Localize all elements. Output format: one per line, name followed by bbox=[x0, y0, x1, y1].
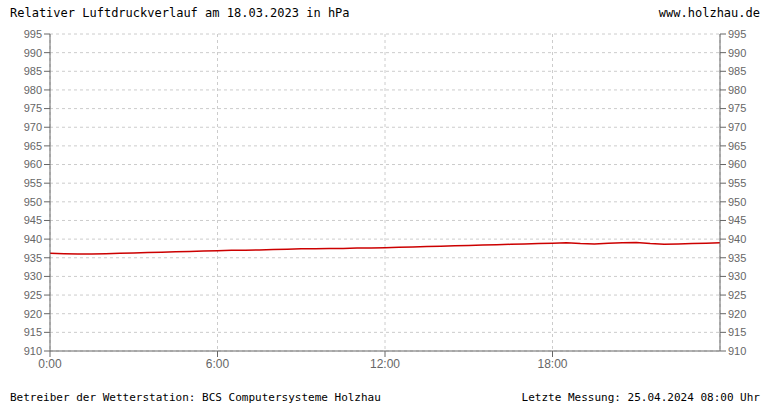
svg-text:955: 955 bbox=[728, 177, 746, 189]
svg-text:960: 960 bbox=[24, 158, 42, 170]
svg-text:935: 935 bbox=[24, 252, 42, 264]
svg-text:915: 915 bbox=[728, 326, 746, 338]
svg-text:975: 975 bbox=[24, 102, 42, 114]
svg-text:980: 980 bbox=[24, 84, 42, 96]
svg-text:925: 925 bbox=[24, 289, 42, 301]
svg-text:915: 915 bbox=[24, 326, 42, 338]
svg-text:955: 955 bbox=[24, 177, 42, 189]
svg-text:940: 940 bbox=[24, 233, 42, 245]
svg-text:910: 910 bbox=[728, 345, 746, 357]
svg-text:995: 995 bbox=[728, 28, 746, 40]
svg-text:995: 995 bbox=[24, 28, 42, 40]
html-text:Relativer Luftdruckverlauf am: Relativer Luftdruckverlauf am 18.03.2023… bbox=[10, 6, 350, 20]
svg-text:940: 940 bbox=[728, 233, 746, 245]
svg-text:12:00: 12:00 bbox=[370, 357, 400, 371]
svg-text:965: 965 bbox=[24, 140, 42, 152]
svg-text:18:00: 18:00 bbox=[537, 357, 567, 371]
svg-text:950: 950 bbox=[24, 196, 42, 208]
svg-text:970: 970 bbox=[24, 121, 42, 133]
svg-text:985: 985 bbox=[728, 65, 746, 77]
svg-text:6:00: 6:00 bbox=[206, 357, 230, 371]
svg-text:965: 965 bbox=[728, 140, 746, 152]
svg-text:930: 930 bbox=[728, 270, 746, 282]
svg-text:920: 920 bbox=[24, 308, 42, 320]
svg-text:930: 930 bbox=[24, 270, 42, 282]
svg-text:970: 970 bbox=[728, 121, 746, 133]
svg-text:925: 925 bbox=[728, 289, 746, 301]
html-text:www.holzhau.de: www.holzhau.de bbox=[658, 6, 760, 20]
svg-text:990: 990 bbox=[728, 47, 746, 59]
html-text:Betreiber der Wetterstation: B: Betreiber der Wetterstation: BCS Compute… bbox=[10, 390, 381, 404]
svg-text:920: 920 bbox=[728, 308, 746, 320]
svg-text:950: 950 bbox=[728, 196, 746, 208]
svg-text:960: 960 bbox=[728, 158, 746, 170]
svg-text:975: 975 bbox=[728, 102, 746, 114]
svg-text:935: 935 bbox=[728, 252, 746, 264]
svg-text:990: 990 bbox=[24, 47, 42, 59]
svg-text:910: 910 bbox=[24, 345, 42, 357]
svg-text:945: 945 bbox=[728, 214, 746, 226]
html-text:Letzte Messung: 25.04.2024 08:: Letzte Messung: 25.04.2024 08:00 Uhr bbox=[521, 390, 760, 404]
svg-text:980: 980 bbox=[728, 84, 746, 96]
svg-text:985: 985 bbox=[24, 65, 42, 77]
svg-text:0:00: 0:00 bbox=[38, 357, 62, 371]
svg-text:945: 945 bbox=[24, 214, 42, 226]
